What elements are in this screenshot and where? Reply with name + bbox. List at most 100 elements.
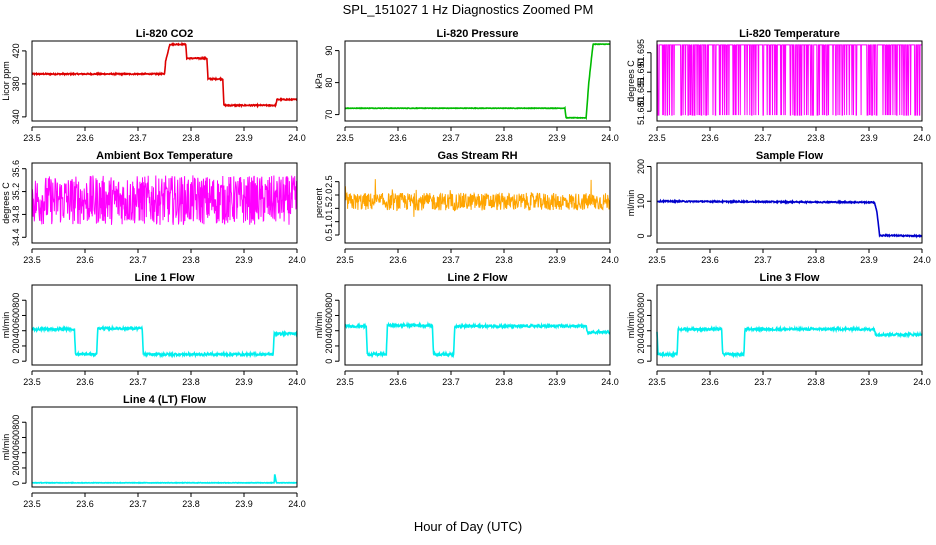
- panel-3: Ambient Box Temperature degrees C 23.5 23.6…: [1, 150, 306, 265]
- series-line: [31, 41, 298, 109]
- x-tick-label: 23.7: [754, 377, 772, 387]
- series-line: [344, 321, 611, 359]
- plot-frame: [31, 284, 298, 366]
- y-tick-label: 0: [324, 359, 334, 364]
- y-tick-label: 35.6: [11, 160, 21, 178]
- panel-title: Line 4 (LT) Flow: [123, 394, 206, 406]
- x-tick-label: 23.8: [807, 255, 825, 265]
- y-tick-label: 400: [11, 445, 21, 460]
- series-line: [656, 198, 923, 239]
- y-tick-label: 400: [324, 323, 334, 338]
- y-tick-label: 400: [636, 323, 646, 338]
- x-tick-label: 24.0: [288, 377, 306, 387]
- y-tick-label: 0: [11, 359, 21, 364]
- x-tick-label: 23.7: [129, 255, 147, 265]
- panel-9: Line 4 (LT) Flow ml/min 23.5 23.6 23.7 23.8 23…: [1, 394, 306, 509]
- y-tick-label: 0: [636, 234, 646, 239]
- panel-8: Line 3 Flow ml/min 23.5 23.6 23.7 23.8 23.9 24.…: [626, 272, 931, 387]
- figure-title: SPL_151027 1 Hz Diagnostics Zoomed PM: [343, 2, 594, 17]
- panel-2: Li-820 Temperature degrees C 23.5 23.6 23.7 2…: [626, 28, 931, 143]
- panel-title: Li-820 Pressure: [437, 28, 519, 40]
- panel-title: Li-820 Temperature: [739, 28, 840, 40]
- x-tick-label: 23.8: [807, 377, 825, 387]
- x-tick-label: 23.8: [182, 255, 200, 265]
- panel-4: Gas Stream RH percent 23.5 23.6 23.7 23.8 23.9…: [314, 150, 619, 265]
- series-line: [31, 324, 298, 359]
- y-tick-label: 51.680: [636, 97, 646, 125]
- y-tick-label: 70: [324, 110, 334, 120]
- x-tick-label: 23.9: [235, 377, 253, 387]
- x-tick-label: 23.7: [129, 499, 147, 509]
- y-axis-label: kPa: [314, 73, 324, 89]
- x-tick-label: 23.8: [495, 133, 513, 143]
- y-tick-label: 35.2: [11, 183, 21, 201]
- x-tick-label: 23.9: [235, 255, 253, 265]
- x-tick-label: 23.6: [389, 377, 407, 387]
- panel-0: Li-820 CO2 Licor ppm 23.5 23.6 23.7 23.8 23.9 2…: [1, 28, 306, 143]
- x-tick-label: 24.0: [913, 377, 931, 387]
- series-line: [31, 175, 298, 225]
- x-tick-label: 23.9: [860, 377, 878, 387]
- x-tick-label: 24.0: [288, 255, 306, 265]
- x-tick-label: 23.5: [336, 255, 354, 265]
- y-tick-label: 34.4: [11, 229, 21, 247]
- panel-title: Li-820 CO2: [136, 28, 193, 40]
- y-tick-label: 600: [324, 308, 334, 323]
- y-tick-label: 200: [636, 338, 646, 353]
- panel-title: Line 3 Flow: [760, 272, 820, 284]
- y-axis-label: ml/min: [1, 434, 11, 461]
- y-tick-label: 200: [11, 460, 21, 475]
- y-tick-label: 600: [11, 308, 21, 323]
- panel-title: Line 1 Flow: [135, 272, 195, 284]
- x-tick-label: 23.5: [648, 377, 666, 387]
- y-axis-label: degrees C: [626, 60, 636, 102]
- series-line: [656, 324, 923, 359]
- y-tick-label: 600: [11, 430, 21, 445]
- plot-frame: [31, 406, 298, 488]
- plot-frame: [344, 40, 611, 122]
- plot-frame: [656, 284, 923, 366]
- y-tick-label: 340: [11, 109, 21, 124]
- x-tick-label: 23.7: [442, 255, 460, 265]
- y-tick-label: 100: [636, 194, 646, 209]
- x-tick-label: 23.8: [182, 377, 200, 387]
- x-tick-label: 23.6: [701, 255, 719, 265]
- x-tick-label: 23.7: [442, 377, 460, 387]
- x-tick-label: 23.8: [495, 377, 513, 387]
- x-tick-label: 24.0: [601, 377, 619, 387]
- panel-6: Line 1 Flow ml/min 23.5 23.6 23.7 23.8 23.9 24.…: [1, 272, 306, 387]
- x-tick-label: 24.0: [601, 133, 619, 143]
- plot-frame: [656, 162, 923, 244]
- y-tick-label: 800: [11, 293, 21, 308]
- y-tick-label: 0.5: [324, 229, 334, 242]
- x-tick-label: 23.5: [648, 133, 666, 143]
- panel-5: Sample Flow ml/min 23.5 23.6 23.7 23.8 23.9 24.…: [626, 150, 931, 265]
- y-tick-label: 200: [324, 338, 334, 353]
- plot-frame: [31, 162, 298, 244]
- y-axis-label: ml/min: [314, 312, 324, 339]
- x-tick-label: 23.7: [442, 133, 460, 143]
- y-tick-label: 90: [324, 46, 334, 56]
- panel-7: Line 2 Flow ml/min 23.5 23.6 23.7 23.8 23.9 24.…: [314, 272, 619, 387]
- y-tick-label: 1.5: [324, 202, 334, 215]
- y-tick-label: 1.0: [324, 215, 334, 228]
- plot-frame: [31, 40, 298, 122]
- series-line: [657, 44, 922, 116]
- x-tick-label: 23.8: [807, 133, 825, 143]
- x-tick-label: 23.9: [548, 377, 566, 387]
- plot-frame: [344, 284, 611, 366]
- x-tick-label: 24.0: [288, 499, 306, 509]
- x-tick-label: 23.7: [754, 255, 772, 265]
- panel-1: Li-820 Pressure kPa 23.5 23.6 23.7 23.8 23.9 24…: [314, 28, 619, 143]
- x-tick-label: 23.6: [701, 377, 719, 387]
- x-tick-label: 23.7: [754, 133, 772, 143]
- x-tick-label: 23.8: [182, 133, 200, 143]
- x-tick-label: 24.0: [288, 133, 306, 143]
- y-tick-label: 200: [636, 159, 646, 174]
- x-tick-label: 23.8: [495, 255, 513, 265]
- y-axis-label: ml/min: [626, 312, 636, 339]
- x-tick-label: 23.9: [548, 133, 566, 143]
- x-tick-label: 23.5: [23, 133, 41, 143]
- x-tick-label: 23.6: [389, 133, 407, 143]
- y-axis-label: degrees C: [1, 182, 11, 224]
